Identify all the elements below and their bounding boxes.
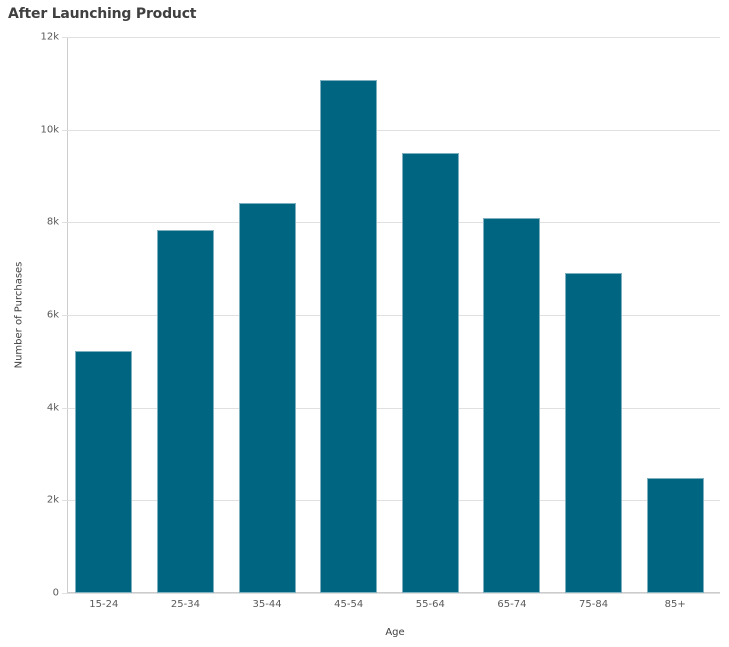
bar-15-24[interactable] [75,351,133,593]
x-tick-label: 75-84 [579,599,609,610]
bar-25-34[interactable] [156,230,214,593]
gridline [62,37,720,38]
gridline [62,222,720,224]
y-tick-label: 6k [46,309,59,321]
bar-55-64[interactable] [401,152,459,593]
bar-85+[interactable] [646,478,704,593]
gridline [62,129,720,131]
x-axis-line [67,592,720,593]
x-tick-label: 85+ [664,599,686,610]
bar-75-84[interactable] [565,272,623,593]
y-tick-label: 12k [40,31,59,43]
bar-35-44[interactable] [238,202,296,593]
gridline [62,407,720,409]
y-tick-label: 2k [46,494,59,506]
y-axis-label: Number of Purchases [13,261,25,369]
plot-area: 0 2k 4k 6k 8k 10k 12k 15-24 25-34 35-44 45-54 55-64… [40,32,720,610]
x-tick-label: 25-34 [170,599,200,610]
x-tick-label: 55-64 [415,599,445,610]
bar-45-54[interactable] [320,80,378,593]
x-tick-label: 65-74 [497,599,527,610]
x-tick-label: 35-44 [252,599,282,610]
bar-65-74[interactable] [483,218,541,593]
y-tick-label: 8k [46,216,59,228]
x-axis-label: Age [385,627,405,638]
gridline [62,593,720,594]
y-tick-label: 4k [46,402,59,414]
x-tick-label: 45-54 [334,599,364,610]
y-tick-label: 10k [40,124,59,136]
x-tick-label: 15-24 [89,599,119,610]
y-tick-label: 0 [52,587,59,599]
gridline [62,500,720,502]
gridline [62,315,720,316]
chart-title: After Launching Product [8,6,197,22]
